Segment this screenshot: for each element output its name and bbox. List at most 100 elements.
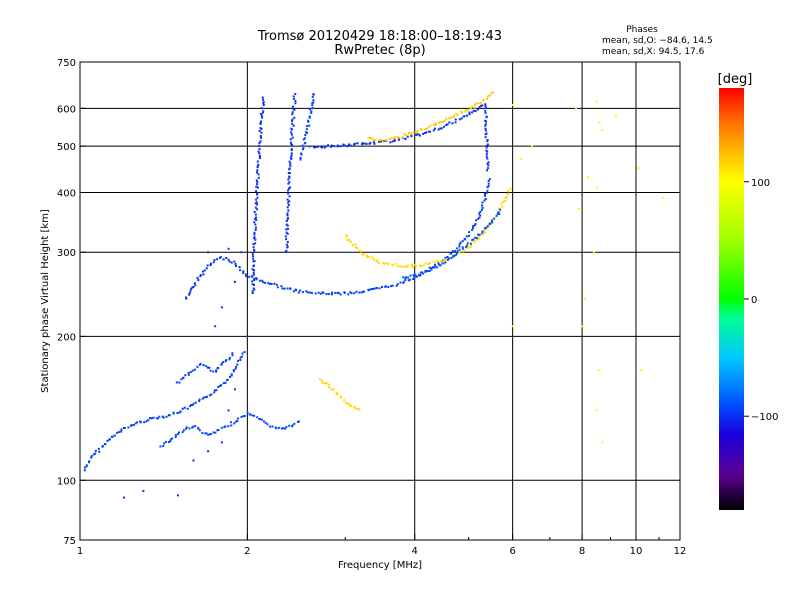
data-point [511,325,514,328]
data-point [246,335,249,338]
x-tick-label: 12 [674,546,687,557]
data-point [259,120,262,123]
data-point [163,442,166,445]
data-point [261,279,264,282]
data-point [478,237,481,240]
data-point [230,374,233,377]
data-point [478,212,481,215]
data-point [251,280,254,283]
trace-sporadic-X-low [318,378,361,411]
data-point [253,231,256,234]
y-tick-label: 600 [57,104,76,115]
data-point [359,250,362,253]
data-point [601,129,604,132]
data-point [461,247,464,250]
data-point [370,288,373,291]
data-point [505,196,508,199]
data-point [506,189,509,192]
data-point [201,432,204,435]
data-point [187,373,190,376]
data-point [383,262,386,265]
data-point [432,129,435,132]
data-point [434,265,437,268]
data-point [504,199,507,202]
data-point [466,242,469,245]
data-point [439,127,442,130]
x-tick-label: 10 [630,546,643,557]
data-point [291,133,294,136]
data-point [253,233,256,236]
y-tick-label: 75 [63,536,76,547]
data-point [428,266,431,269]
data-point [174,433,177,436]
data-point [259,140,262,143]
data-point [289,164,292,167]
data-point [363,142,366,145]
data-point [205,432,208,435]
data-point [251,275,254,278]
data-point [94,452,97,455]
data-point [259,279,262,282]
data-point [343,144,346,147]
data-point [429,124,432,127]
data-point [127,426,130,429]
data-point [222,258,225,261]
data-point [192,402,195,405]
data-point [464,246,467,249]
data-point [298,420,301,423]
data-point [255,201,258,204]
data-point [484,231,487,234]
data-point [178,381,181,384]
data-point [473,224,476,227]
data-point [228,358,231,361]
data-point [266,423,269,426]
data-point [472,238,475,241]
data-point [255,216,258,219]
data-point [176,494,179,497]
data-point [496,212,499,215]
data-point [414,264,417,267]
data-point [447,257,450,260]
data-point [394,136,397,139]
data-point [311,104,314,107]
data-point [473,106,476,109]
data-point [311,107,314,110]
data-point [476,108,479,111]
data-point [469,107,472,110]
data-point [456,113,459,116]
data-point [285,426,288,429]
data-point [319,292,322,295]
data-point [455,113,458,116]
data-point [242,271,245,274]
data-point [356,407,359,410]
data-point [255,179,258,182]
data-point [240,355,243,358]
data-point [373,258,376,261]
data-point [186,407,189,410]
data-point [304,141,307,144]
data-point [310,111,313,114]
data-point [466,114,469,117]
colorbar-tick-label: 100 [751,178,770,189]
data-point [340,396,343,399]
data-point [291,111,294,114]
data-point [373,287,376,290]
data-point [403,133,406,136]
data-point [192,425,195,428]
data-point [486,225,489,228]
data-point [288,167,291,170]
data-point [355,290,358,293]
data-point [184,374,187,377]
data-point [201,397,204,400]
data-point [284,235,287,238]
data-point [202,273,205,276]
data-point [207,433,210,436]
data-point [256,183,259,186]
data-point [156,417,159,420]
data-point [401,265,404,268]
data-point [442,120,445,123]
data-point [302,138,305,141]
data-point [231,352,234,355]
data-point [290,119,293,122]
data-point [408,278,411,281]
